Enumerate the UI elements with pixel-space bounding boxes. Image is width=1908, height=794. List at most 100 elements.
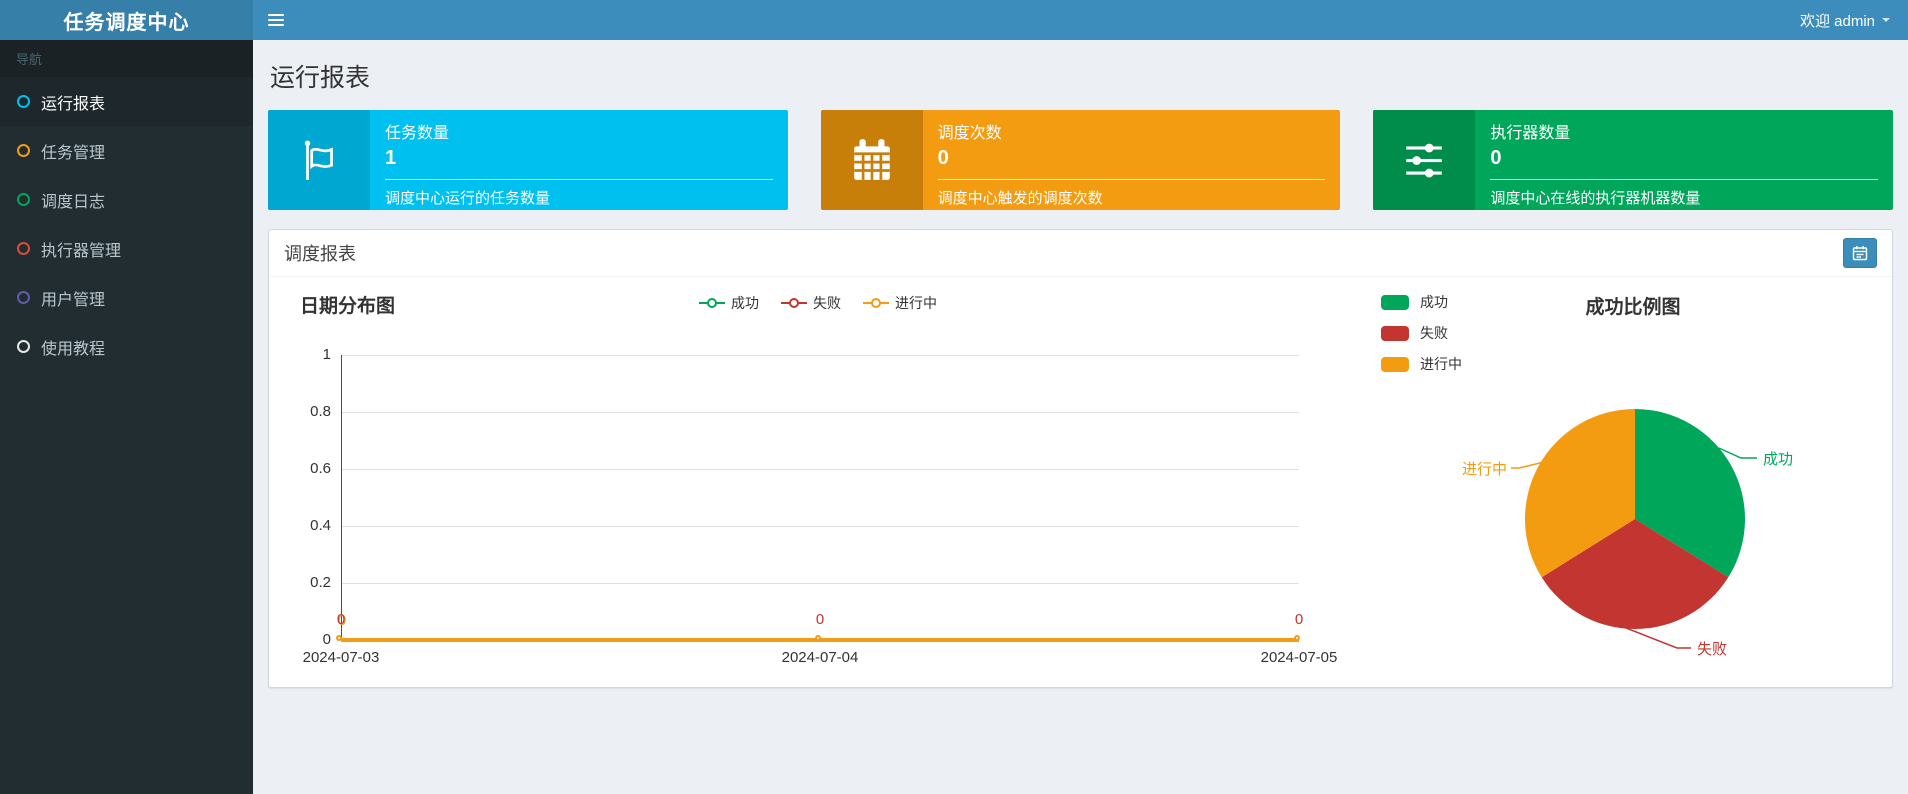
sidebar-item-label: 用户管理	[41, 291, 106, 309]
data-point	[1294, 635, 1300, 641]
y-tick-label: 0.8	[310, 403, 331, 420]
card-description: 调度中心触发的调度次数	[937, 190, 1103, 207]
stat-card-trigger-count: 调度次数 0 调度中心触发的调度次数	[820, 110, 1341, 210]
circle-ring-icon	[17, 242, 30, 255]
legend-label: 进行中	[895, 295, 937, 311]
main-content: 运行报表 任务数量 1 调度中心运行的任务数量	[253, 40, 1908, 794]
sidebar-item-job-log[interactable]: 调度日志	[0, 175, 253, 224]
gridline	[341, 469, 1299, 470]
pie-chart: 成功 失败 进行中 成功比例图	[1361, 292, 1881, 682]
pie-chart-title: 成功比例图	[1585, 297, 1681, 318]
sidebar-toggle-button[interactable]	[253, 0, 299, 40]
page-title: 运行报表	[270, 64, 371, 92]
circle-ring-icon	[17, 95, 30, 108]
user-dropdown[interactable]: 欢迎 admin	[1782, 0, 1908, 40]
card-label: 任务数量	[385, 125, 450, 142]
callout-line	[1620, 625, 1691, 649]
sidebar-nav-label: 导航	[0, 40, 253, 77]
legend-item-fail[interactable]: 失败	[781, 293, 841, 313]
app-logo[interactable]: 任务调度中心	[0, 0, 253, 40]
sliders-icon	[1373, 110, 1476, 210]
calendar-button-icon	[1852, 246, 1868, 261]
sidebar-item-label: 执行器管理	[41, 242, 122, 260]
legend-item-fail[interactable]: 失败	[1381, 323, 1462, 343]
sidebar: 导航 运行报表 任务管理 调度日志 执行器管理 用户管理 使用教程	[0, 40, 253, 794]
swatch-icon	[1381, 294, 1409, 310]
legend-item-success[interactable]: 成功	[1381, 292, 1462, 312]
gridline	[341, 355, 1299, 356]
legend-item-running[interactable]: 进行中	[1381, 354, 1462, 374]
sidebar-item-tutorial[interactable]: 使用教程	[0, 322, 253, 371]
swatch-icon	[1381, 356, 1409, 372]
legend-item-running[interactable]: 进行中	[863, 293, 937, 313]
y-tick-label: 0	[322, 631, 331, 648]
gridline	[341, 526, 1299, 527]
flag-icon	[268, 110, 370, 210]
hamburger-icon	[268, 24, 284, 26]
calendar-icon	[820, 110, 923, 210]
card-divider	[1490, 179, 1879, 180]
swatch-icon	[1381, 325, 1409, 341]
sidebar-item-label: 运行报表	[41, 95, 106, 113]
sidebar-item-executor-manage[interactable]: 执行器管理	[0, 224, 253, 273]
point-label: 0	[1294, 611, 1304, 628]
date-range-button[interactable]	[1843, 238, 1877, 268]
card-value: 0	[937, 147, 949, 169]
y-tick-label: 1	[322, 346, 331, 363]
panel-title: 调度报表	[284, 244, 356, 264]
y-axis-line	[341, 355, 342, 641]
circle-ring-icon	[17, 144, 30, 157]
pie-callout-success: 成功	[1763, 451, 1793, 468]
schedule-report-panel: 调度报表 日期分布图 成功	[268, 229, 1893, 688]
point-label: 0	[815, 611, 825, 628]
pie-callout-fail: 失败	[1697, 641, 1727, 658]
gridline	[341, 412, 1299, 413]
stat-card-executor-count: 执行器数量 0 调度中心在线的执行器机器数量	[1373, 110, 1894, 210]
gridline	[341, 583, 1299, 584]
hamburger-icon	[268, 19, 284, 21]
card-label: 调度次数	[937, 125, 1002, 142]
pie-chart-svg: 成功 进行中 失败	[1462, 409, 1793, 658]
legend-label: 成功	[1420, 294, 1448, 310]
x-tick-label: 2024-07-03	[302, 649, 380, 666]
circle-ring-icon	[17, 193, 30, 206]
hamburger-icon	[268, 14, 284, 16]
legend-label: 进行中	[1420, 356, 1462, 372]
legend-label: 成功	[731, 295, 759, 311]
sidebar-item-run-report[interactable]: 运行报表	[0, 77, 253, 126]
data-point	[336, 635, 342, 641]
pie-callout-running: 进行中	[1462, 461, 1507, 478]
pie-legend: 成功 失败 进行中	[1381, 292, 1462, 374]
caret-down-icon	[1882, 18, 1890, 22]
y-tick-label: 0.2	[310, 574, 331, 591]
callout-line	[1511, 461, 1545, 469]
sidebar-item-job-manage[interactable]: 任务管理	[0, 126, 253, 175]
point-label: 0	[337, 612, 347, 629]
card-label: 执行器数量	[1490, 125, 1571, 142]
x-tick-label: 2024-07-05	[1260, 649, 1338, 666]
point-label: 0	[336, 611, 346, 628]
y-tick-label: 0.6	[310, 460, 331, 477]
card-divider	[385, 179, 773, 180]
card-description: 调度中心运行的任务数量	[385, 190, 551, 207]
circle-ring-icon	[17, 340, 30, 353]
pie-slice-fail	[1541, 519, 1729, 630]
callout-line	[1718, 447, 1757, 459]
data-point	[815, 635, 821, 641]
sidebar-item-label: 任务管理	[41, 144, 106, 162]
line-marker-icon	[863, 298, 889, 308]
line-chart-legend: 成功 失败 进行中	[699, 293, 937, 313]
line-marker-icon	[781, 298, 807, 308]
line-chart-title: 日期分布图	[300, 296, 396, 317]
legend-item-success[interactable]: 成功	[699, 293, 759, 313]
x-tick-label: 2024-07-04	[781, 649, 859, 666]
pie-slice-running	[1524, 409, 1635, 578]
sidebar-item-user-manage[interactable]: 用户管理	[0, 273, 253, 322]
card-value: 0	[1490, 147, 1502, 169]
card-divider	[937, 179, 1326, 180]
stat-card-job-count: 任务数量 1 调度中心运行的任务数量	[268, 110, 788, 210]
legend-label: 失败	[1420, 325, 1448, 341]
y-tick-label: 0.4	[310, 517, 331, 534]
sidebar-item-label: 调度日志	[41, 193, 106, 211]
card-value: 1	[385, 147, 397, 169]
